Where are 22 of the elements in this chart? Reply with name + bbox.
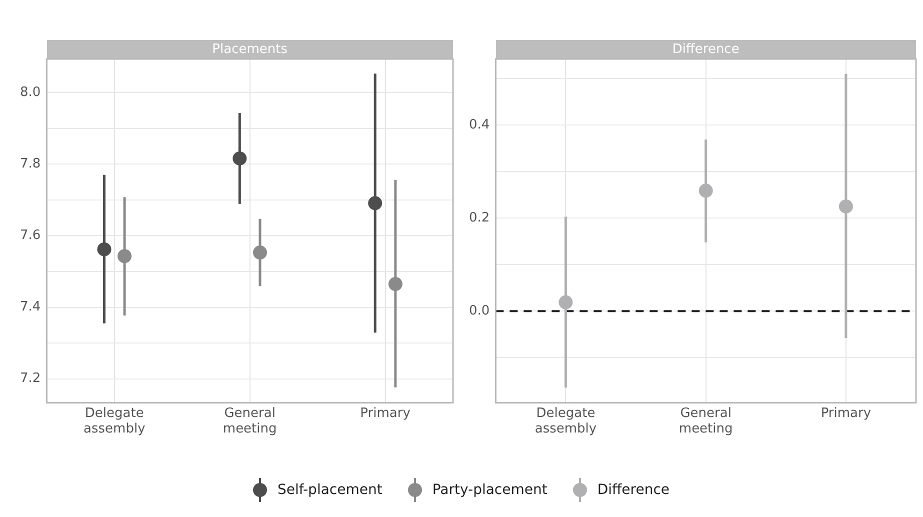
y-tick-label: 7.6 [20, 228, 41, 244]
y-tick-label: 0.0 [468, 304, 490, 319]
y-tick-label: 7.8 [20, 156, 41, 172]
point [838, 199, 853, 214]
chart-title: Placements [46, 40, 453, 59]
x-tick-label: General meeting [222, 406, 277, 437]
y-tick-label: 7.2 [20, 371, 41, 386]
legend-label: Self-placement [277, 482, 382, 498]
y-tick-label: 0.2 [468, 210, 490, 226]
x-tick-label: Primary [360, 406, 411, 421]
x-tick-label: Delegate assembly [534, 406, 597, 437]
y-tick-label: 8.0 [20, 85, 41, 100]
x-tick-label: General meeting [678, 406, 733, 437]
chart-title: Difference [496, 40, 916, 59]
y-tick-label: 7.4 [20, 300, 41, 315]
legend-label: Difference [597, 482, 670, 498]
x-tick-label: Primary [820, 406, 872, 421]
point [558, 295, 573, 310]
legend-label: Party-placement [432, 482, 548, 498]
x-tick-label: Delegate assembly [84, 406, 146, 437]
point [698, 184, 713, 198]
y-tick-label: 0.4 [468, 117, 490, 132]
